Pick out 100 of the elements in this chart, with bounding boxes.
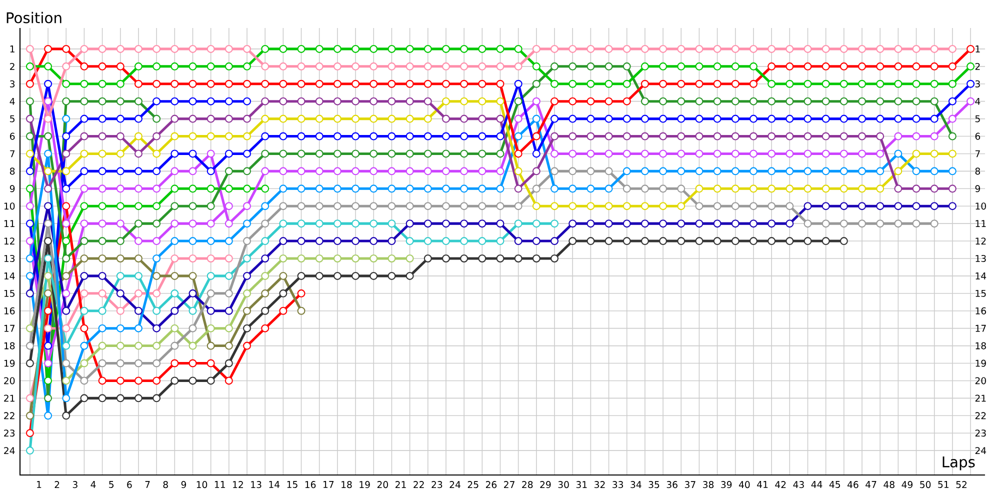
point [152, 289, 161, 298]
point [44, 184, 52, 193]
point [677, 220, 686, 228]
point [424, 150, 432, 158]
point [98, 272, 106, 280]
x-tick-label: 3 [72, 481, 78, 488]
point [98, 342, 106, 350]
y2-tick-label: 14 [976, 272, 986, 280]
point [98, 167, 106, 176]
point [297, 114, 306, 123]
point [243, 132, 252, 140]
y-tick-label: 17 [4, 324, 14, 332]
point [912, 80, 920, 88]
point [62, 324, 70, 332]
point [333, 44, 342, 53]
point [352, 184, 360, 193]
point [206, 289, 215, 298]
point [98, 324, 106, 332]
point [224, 342, 233, 350]
point [604, 114, 613, 123]
point [26, 80, 34, 88]
point [243, 150, 252, 158]
point [948, 167, 956, 176]
point [98, 289, 106, 298]
point [98, 132, 106, 140]
point [604, 44, 613, 53]
point [496, 254, 504, 262]
point [568, 132, 577, 140]
y-tick-label: 4 [10, 98, 15, 105]
point [840, 237, 848, 246]
point [768, 97, 776, 106]
point [586, 150, 595, 158]
point [677, 184, 686, 193]
point [768, 44, 776, 53]
point [170, 237, 179, 246]
y2-tick-label: 23 [975, 430, 986, 437]
point [568, 202, 577, 210]
x-tick-label: 7 [145, 481, 150, 488]
point [532, 150, 540, 158]
point [496, 150, 504, 158]
point [134, 394, 142, 402]
x-tick-label: 5 [109, 481, 114, 488]
point [188, 324, 197, 332]
point [261, 97, 270, 106]
point [442, 220, 450, 228]
y-tick-label: 2 [10, 62, 14, 70]
y2-tick-label: 19 [976, 360, 986, 367]
point [188, 150, 197, 158]
point [26, 220, 34, 228]
point [261, 237, 270, 246]
point [170, 202, 179, 210]
point [279, 202, 288, 210]
point [460, 97, 468, 106]
point [116, 306, 124, 315]
point [297, 150, 306, 158]
point [768, 202, 776, 210]
point [731, 184, 740, 193]
point [840, 132, 848, 140]
point [822, 97, 830, 106]
point [442, 184, 450, 193]
point [44, 132, 52, 140]
point [370, 62, 378, 70]
y-tick-label: 10 [4, 202, 15, 210]
point [550, 114, 559, 123]
point [622, 132, 631, 140]
point [98, 97, 106, 106]
point [550, 44, 559, 53]
point [442, 62, 450, 70]
point [315, 254, 324, 262]
point [424, 167, 432, 176]
point [134, 220, 142, 228]
point [333, 80, 342, 88]
point [532, 62, 540, 70]
point [822, 220, 830, 228]
point [442, 150, 450, 158]
point [948, 202, 956, 210]
point [659, 220, 668, 228]
point [224, 272, 233, 280]
point [460, 114, 468, 123]
point [333, 202, 342, 210]
point [98, 62, 106, 70]
point [604, 62, 613, 70]
point [243, 44, 252, 53]
point [478, 202, 486, 210]
point [460, 44, 468, 53]
point [370, 220, 378, 228]
point [677, 44, 686, 53]
point [406, 62, 414, 70]
point [460, 167, 468, 176]
point [822, 114, 830, 123]
point [912, 62, 920, 70]
point [695, 80, 704, 88]
point [26, 342, 34, 350]
point [695, 167, 704, 176]
point [206, 150, 215, 158]
point [532, 254, 540, 262]
point [134, 324, 142, 332]
point [26, 272, 34, 280]
y2-tick-label: 21 [975, 394, 986, 402]
point [532, 237, 540, 246]
